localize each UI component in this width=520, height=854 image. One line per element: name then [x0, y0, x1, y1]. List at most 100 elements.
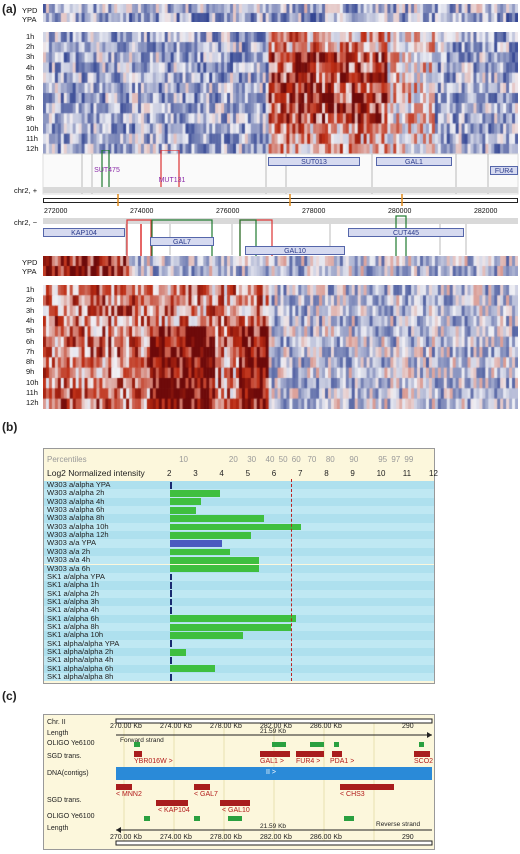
- bar-label: W303 a/a YPA: [47, 538, 97, 548]
- bottom-time-label: 5h: [26, 326, 35, 336]
- length-value-bottom: 21.59 Kb: [260, 823, 287, 830]
- bar-label: SK1 alpha/alpha 4h: [47, 655, 114, 665]
- chr-label: Chr. II: [47, 719, 66, 726]
- bar-label: SK1 a/alpha 4h: [47, 605, 99, 615]
- bar: [170, 640, 172, 648]
- row-background: [44, 497, 434, 507]
- panel-c-label: (c): [2, 689, 17, 703]
- top-time-label: 1h: [26, 32, 35, 41]
- bar: [170, 673, 172, 681]
- bottom-time-label: 3h: [26, 305, 35, 315]
- bar-row: SK1 a/alpha 1h: [44, 580, 434, 590]
- percentile-tick-label: 50: [278, 455, 288, 464]
- bottom-time-label: 6h: [26, 336, 35, 346]
- gene-label-gal10: < GAL10: [222, 807, 250, 814]
- bottom-time-label: 10h: [26, 377, 39, 387]
- bottom-time-label: 8h: [26, 357, 35, 367]
- bar-label: SK1 a/alpha 10h: [47, 630, 104, 640]
- feature-cut445: CUT445: [348, 228, 464, 237]
- gene-label-chs3: < CHS3: [340, 791, 365, 798]
- bar-label: SK1 a/alpha 6h: [47, 613, 99, 623]
- axis-label: Log2 Normalized intensity: [47, 468, 145, 478]
- length-label-top: Length: [47, 730, 69, 737]
- percentile-tick-label: 20: [228, 455, 238, 464]
- bar-row: SK1 alpha/alpha YPA: [44, 638, 434, 648]
- ruler-tick-label: 274000: [130, 208, 154, 215]
- bottom-time-label: 9h: [26, 367, 35, 377]
- oligo-reverse: [344, 816, 354, 821]
- percentile-tick-label: 60: [291, 455, 301, 464]
- axis-tick-label: 11: [402, 469, 412, 478]
- bar-label: W303 a/a 4h: [47, 555, 91, 565]
- bar-label: W303 a/alpha YPA: [47, 480, 111, 489]
- bar: [170, 607, 172, 614]
- bar: [170, 490, 220, 497]
- bar-row: SK1 a/alpha YPA: [44, 572, 434, 582]
- chr-minus-label: chr2, −: [14, 218, 38, 227]
- axis-tick-label: 3: [193, 469, 198, 478]
- bar-row: SK1 a/alpha 6h: [44, 613, 434, 623]
- bar-row: SK1 a/alpha 2h: [44, 588, 434, 598]
- axis-tick-label: 9: [350, 469, 355, 478]
- bar: [170, 481, 172, 489]
- length-label-bottom: Length: [47, 825, 69, 832]
- row-background: [44, 572, 434, 582]
- feature-gal10: GAL10: [245, 246, 345, 255]
- feature-sut013: SUT013: [268, 157, 360, 166]
- bottom-time-label: 2h: [26, 295, 35, 305]
- bar-label: W303 a/alpha 6h: [47, 505, 105, 515]
- bar-label: SK1 alpha/alpha 8h: [47, 672, 114, 682]
- contig-tick-label: 274.00 Kb: [160, 723, 192, 730]
- row-background: [44, 506, 434, 515]
- bottom-time-label: 7h: [26, 346, 35, 356]
- bar-label: W303 a/alpha 8h: [47, 513, 105, 523]
- feature-gal1: GAL1: [376, 157, 452, 166]
- ruler-tick-label: 272000: [44, 208, 68, 215]
- contig-graphics: [115, 718, 433, 846]
- expression-bar-chart: Percentiles Log2 Normalized intensity 10…: [43, 448, 438, 684]
- top-time-label: 11h: [26, 134, 38, 143]
- contig-tick-label: 270.00 Kb: [110, 834, 142, 841]
- bar-label: SK1 alpha/alpha YPA: [47, 638, 120, 648]
- contig-tick-label: 274.00 Kb: [160, 834, 192, 841]
- threshold-dashed-line: [290, 479, 292, 681]
- gene-label-fur4: FUR4 >: [296, 758, 321, 765]
- gene-mnn2: [116, 784, 132, 790]
- bar-label: SK1 a/alpha 1h: [47, 580, 99, 590]
- bar: [170, 665, 215, 673]
- top-time-label: 10h: [26, 123, 39, 133]
- axis-tick-label: 2: [167, 469, 172, 478]
- contig-tick-label: 286.00 Kb: [310, 834, 342, 841]
- top-time-label: 9h: [26, 113, 35, 123]
- row-background: [44, 581, 434, 590]
- reverse-strand-label: Reverse strand: [376, 821, 421, 828]
- contig-tick-label: 290: [402, 723, 414, 730]
- bar-label: SK1 alpha/alpha 6h: [47, 663, 114, 673]
- genome-contig-view: Chr. II Length OLIGO Ye6100 SGD trans. D…: [43, 714, 435, 850]
- percentile-tick-label: 40: [265, 455, 275, 464]
- bar: [170, 657, 172, 664]
- bar: [170, 615, 296, 623]
- bar: [170, 565, 260, 573]
- oligo-label-top: OLIGO Ye6100: [47, 740, 95, 747]
- percentiles-label: Percentiles: [47, 455, 87, 464]
- top-time-label: 5h: [26, 72, 35, 82]
- oligo-forward: [419, 742, 424, 747]
- top-time-label: 12h: [26, 144, 39, 154]
- ypa-label-bottom: YPA: [22, 267, 37, 276]
- contig-tick-label: 282.00 Kb: [260, 834, 292, 841]
- axis-tick-label: 12: [429, 469, 438, 478]
- bar-row: SK1 a/alpha 8h: [44, 622, 434, 632]
- feature-mut131: MUT131: [158, 177, 186, 184]
- bar-label: W303 a/a 2h: [47, 546, 91, 556]
- bar-label: W303 a/alpha 4h: [47, 496, 105, 506]
- bar-label: SK1 a/alpha 2h: [47, 588, 99, 598]
- bar: [170, 573, 172, 581]
- axis-tick-label: 4: [219, 469, 224, 478]
- dna-label: DNA(contigs): [47, 770, 89, 777]
- oligo-reverse: [144, 816, 150, 821]
- bar-row: W303 a/alpha 2h: [44, 488, 434, 498]
- oligo-forward: [334, 742, 339, 747]
- heatmap-top-timecourse: [43, 32, 518, 154]
- top-time-label: 8h: [26, 103, 35, 113]
